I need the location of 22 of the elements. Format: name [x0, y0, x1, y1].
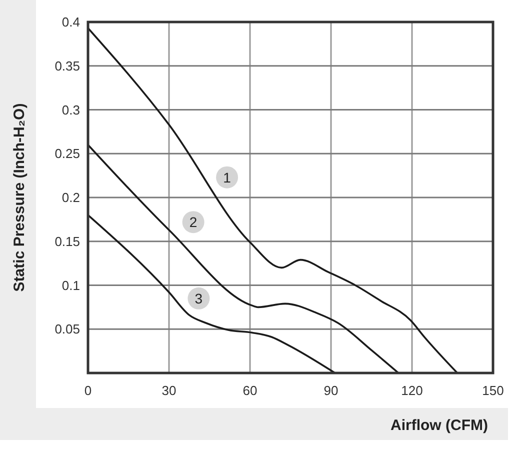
line-series — [87, 27, 458, 374]
line-series — [87, 214, 336, 374]
y-tick-label: 0.25 — [54, 146, 80, 162]
y-tick-label: 0.35 — [54, 58, 80, 74]
annotation: 3 — [194, 290, 203, 306]
x-tick-label: 90 — [324, 383, 338, 398]
y-tick-label: 0.3 — [62, 102, 80, 118]
y-tick-label: 0.05 — [54, 322, 80, 337]
y-tick-label: 0.1 — [62, 278, 80, 293]
annotation: 2 — [189, 214, 198, 230]
x-tick-label: 150 — [482, 383, 504, 398]
y-tick-label: 0.4 — [62, 14, 80, 30]
x-tick-label: 120 — [401, 383, 423, 398]
x-tick-label: 0 — [84, 383, 92, 398]
annotation: 1 — [223, 169, 232, 186]
x-tick-label: 60 — [242, 383, 258, 398]
line-series — [87, 144, 400, 374]
y-tick-label: 0.15 — [54, 234, 80, 249]
y-tick-label: 0.2 — [62, 190, 80, 205]
y-axis-title: Static Pressure (Inch-H₂O) — [11, 103, 28, 292]
x-tick-label: 30 — [162, 383, 176, 398]
x-axis-title: Airflow (CFM) — [390, 417, 488, 434]
